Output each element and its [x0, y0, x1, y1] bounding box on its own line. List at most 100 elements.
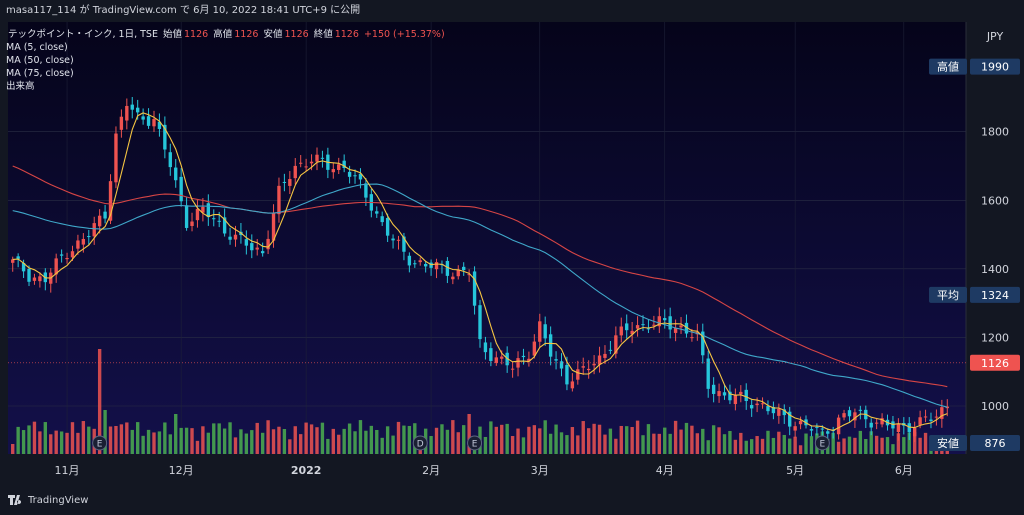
candle-body: [391, 238, 395, 241]
price-tag-box: [970, 435, 1020, 451]
ma5-line: [12, 112, 948, 431]
candle-body: [483, 342, 488, 353]
x-tick-label: 3月: [531, 464, 549, 477]
volume-bar: [163, 422, 167, 454]
candle-body: [358, 173, 363, 180]
candle-body: [114, 133, 118, 183]
candle-body: [293, 165, 297, 179]
volume-bar: [733, 439, 738, 454]
candle-body: [478, 305, 482, 340]
volume-bar: [842, 438, 846, 454]
legend-ma75[interactable]: MA (75, close): [6, 68, 74, 79]
price-tag-value: 876: [985, 437, 1006, 450]
volume-bar: [657, 433, 661, 454]
candle-body: [16, 256, 20, 259]
volume-bar: [532, 425, 537, 454]
price-tag-name: 高値: [937, 60, 959, 74]
candle-body: [451, 276, 455, 280]
legend-volume[interactable]: 出来高: [6, 81, 35, 92]
candle-body: [652, 324, 656, 326]
footer: TradingView: [0, 486, 1024, 515]
price-tag-box: [970, 58, 1020, 75]
candle-body: [717, 391, 721, 397]
candle-body: [760, 403, 765, 405]
price-axis[interactable]: JPY 1000 1200 1400 1600 1800: [965, 22, 1009, 454]
symbol-title[interactable]: テックポイント・インク, 1日, TSE: [8, 29, 158, 40]
volume-bar: [896, 433, 901, 454]
volume-bar: [130, 429, 134, 454]
volume-bar: [548, 433, 553, 454]
volume-bar: [309, 424, 314, 454]
candle-body: [353, 175, 357, 177]
time-axis[interactable]: 11月 12月 2022 2月 3月 4月 5月 6月: [55, 464, 913, 477]
candle-body: [87, 236, 91, 238]
candle-body: [228, 236, 232, 240]
author-name[interactable]: masa117_114: [6, 5, 77, 16]
candlestick-chart[interactable]: E D E E JPY 1000 1200 1400 1600 1800 11月 12月 2022 2…: [0, 22, 1024, 486]
candle-body: [27, 268, 31, 282]
candle-body: [521, 355, 526, 358]
legend-ma50[interactable]: MA (50, close): [6, 55, 74, 66]
plot-background: [8, 22, 966, 454]
candle-body: [266, 238, 270, 250]
candle-body: [277, 185, 281, 215]
volume-bar: [885, 437, 890, 454]
footer-brand[interactable]: TradingView: [28, 495, 89, 506]
candle-body: [380, 216, 384, 223]
candle-body: [788, 411, 792, 427]
volume-bar: [331, 428, 335, 454]
candle-body: [21, 262, 26, 272]
candle-body: [570, 381, 575, 389]
volume-bar: [836, 441, 841, 454]
candle-body: [565, 365, 569, 385]
candle-body: [581, 366, 585, 368]
volume-bar: [304, 422, 308, 454]
volume-bar: [880, 437, 884, 454]
candle-body: [201, 206, 205, 213]
candle-body: [396, 239, 401, 241]
volume-bar: [119, 424, 124, 454]
candle-body: [70, 251, 75, 258]
legend-ma5[interactable]: MA (5, close): [6, 42, 68, 53]
volume-bar: [337, 434, 341, 454]
candle-body: [679, 325, 683, 328]
volume-bar: [87, 426, 91, 454]
volume-bar: [907, 432, 911, 454]
volume-bar: [771, 437, 776, 454]
candle-body: [826, 431, 830, 434]
candle-body: [54, 258, 58, 275]
candle-body: [918, 417, 922, 425]
x-tick-label: 2022: [291, 464, 322, 477]
candle-body: [809, 429, 814, 431]
volume-bar: [212, 423, 216, 454]
event-marker-circle: [412, 435, 428, 451]
candle-body: [233, 234, 238, 240]
candle-body: [614, 335, 618, 354]
candle-body: [163, 124, 167, 150]
candle-body: [299, 162, 303, 164]
price-tag-name: 平均: [937, 289, 959, 302]
candle-body: [673, 328, 678, 333]
candle-body: [141, 116, 145, 120]
volume-bar: [16, 426, 20, 454]
candle-body: [222, 217, 227, 234]
price-tag-value: 1324: [981, 289, 1009, 302]
candle-body: [771, 407, 776, 414]
candle-body: [347, 171, 352, 177]
volume-bar: [244, 433, 249, 454]
volume-bar: [489, 421, 493, 454]
volume-bar: [847, 436, 852, 454]
volume-bar: [152, 432, 156, 454]
candle-body: [625, 323, 629, 331]
volume-bar: [43, 422, 48, 454]
candle-body: [728, 391, 732, 401]
volume-bar: [179, 427, 183, 454]
volume-bar: [510, 436, 515, 454]
y-tick-label: 1400: [981, 263, 1009, 276]
candle-body: [494, 357, 498, 363]
volume-bar: [217, 423, 221, 454]
candle-body: [559, 361, 564, 369]
candle-body: [146, 116, 151, 126]
candle-body: [592, 363, 596, 366]
